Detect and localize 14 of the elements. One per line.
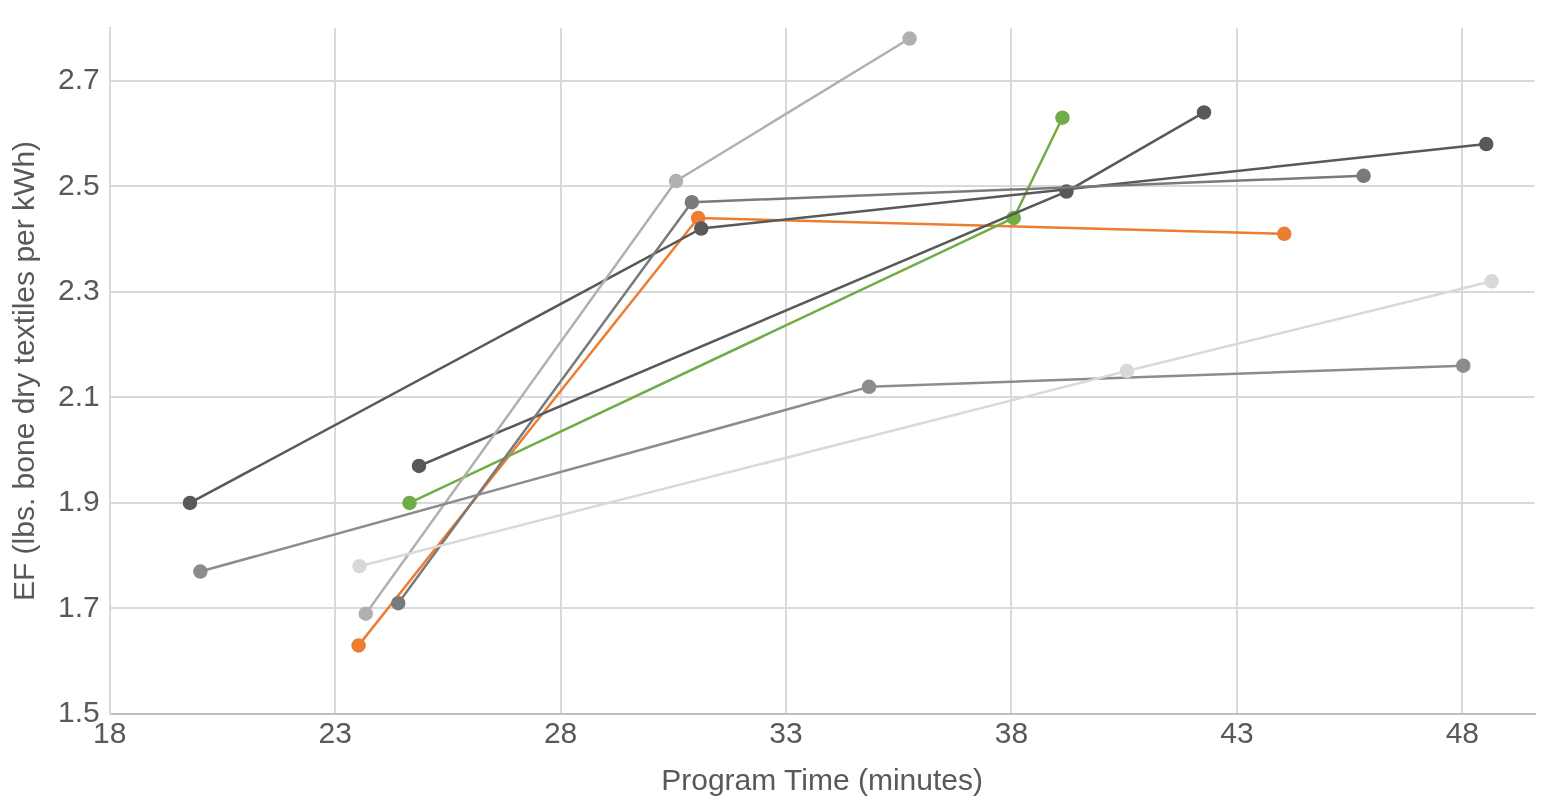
x-tick-label: 43 (1220, 716, 1254, 750)
y-tick-label: 2.5 (57, 167, 100, 201)
x-tick-label: 33 (769, 716, 803, 750)
y-axis-title: EF (lbs. bone dry textiles per kWh) (7, 140, 41, 602)
y-tick-label: 1.7 (57, 589, 100, 623)
x-tick-label: 23 (318, 716, 352, 750)
x-axis-title: Program Time (minutes) (661, 763, 983, 797)
y-tick-label: 2.3 (57, 273, 100, 307)
y-tick-label: 2.1 (57, 378, 100, 412)
x-tick-label: 38 (994, 716, 1029, 750)
x-tick-label: 48 (1445, 716, 1480, 750)
y-tick-label: 1.9 (57, 484, 100, 518)
x-tick-label: 28 (543, 716, 578, 750)
y-tick-label: 2.7 (57, 62, 100, 96)
